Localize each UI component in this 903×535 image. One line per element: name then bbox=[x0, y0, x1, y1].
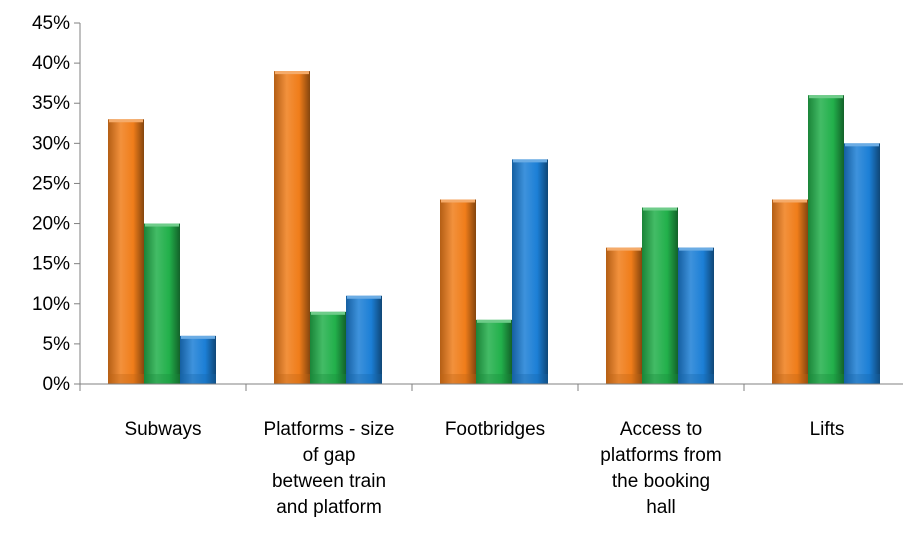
bar bbox=[512, 159, 548, 384]
bar-base-shadow bbox=[346, 374, 382, 384]
bar bbox=[844, 143, 880, 384]
bar-base-shadow bbox=[440, 374, 476, 384]
bar-top-highlight bbox=[441, 199, 475, 203]
bar-body bbox=[180, 335, 216, 384]
bar bbox=[678, 247, 714, 384]
y-tick-label: 25% bbox=[32, 173, 70, 194]
bar-top-highlight bbox=[477, 319, 511, 323]
bar-base-shadow bbox=[808, 374, 844, 384]
bar-base-shadow bbox=[180, 374, 216, 384]
bar-top-highlight bbox=[773, 199, 807, 203]
bar bbox=[310, 311, 346, 384]
bar-top-highlight bbox=[643, 207, 677, 211]
bar-body bbox=[642, 207, 678, 384]
y-axis: 0% 5% 10% 15% 20% 25% 30% 35% 40% 45% bbox=[32, 13, 81, 395]
bar-base-shadow bbox=[678, 374, 714, 384]
bar-top-highlight bbox=[809, 95, 843, 99]
bar-body bbox=[678, 247, 714, 384]
bar bbox=[808, 95, 844, 384]
x-category-label: Access to platforms from the booking hall bbox=[600, 419, 721, 518]
y-tick-label: 20% bbox=[32, 214, 70, 235]
bar-top-highlight bbox=[109, 119, 143, 123]
bar-top-highlight bbox=[679, 247, 713, 251]
bar-base-shadow bbox=[108, 374, 144, 384]
bar-body bbox=[606, 247, 642, 384]
bar-top-highlight bbox=[607, 247, 641, 251]
y-tick-label: 30% bbox=[32, 133, 70, 154]
bar-top-highlight bbox=[513, 159, 547, 163]
bar-base-shadow bbox=[476, 374, 512, 384]
bar-base-shadow bbox=[844, 374, 880, 384]
bar-body bbox=[108, 119, 144, 385]
bar-body bbox=[144, 223, 180, 384]
bar-body bbox=[310, 311, 346, 384]
y-tick-label: 15% bbox=[32, 254, 70, 275]
bar-top-highlight bbox=[347, 295, 381, 299]
y-tick-label: 10% bbox=[32, 294, 70, 315]
bar-base-shadow bbox=[274, 374, 310, 384]
bar-body bbox=[476, 319, 512, 384]
bar bbox=[274, 71, 310, 384]
x-axis: Subways Platforms - size of gap between tra… bbox=[79, 383, 903, 518]
bar-base-shadow bbox=[512, 374, 548, 384]
bar bbox=[476, 319, 512, 384]
y-tick-label: 40% bbox=[32, 53, 70, 74]
bar bbox=[642, 207, 678, 384]
bar-body bbox=[512, 159, 548, 384]
bar bbox=[606, 247, 642, 384]
bar-top-highlight bbox=[145, 223, 179, 227]
bar bbox=[180, 335, 216, 384]
bar-body bbox=[808, 95, 844, 384]
bar-base-shadow bbox=[642, 374, 678, 384]
y-tick-label: 0% bbox=[43, 374, 71, 395]
y-tick-label: 5% bbox=[43, 334, 71, 355]
bar-top-highlight bbox=[845, 143, 879, 147]
bar bbox=[772, 199, 808, 384]
bar bbox=[346, 295, 382, 384]
bar-top-highlight bbox=[275, 71, 309, 75]
bar-body bbox=[440, 199, 476, 384]
bar-body bbox=[346, 295, 382, 384]
bar-base-shadow bbox=[772, 374, 808, 384]
y-tick-label: 45% bbox=[32, 13, 70, 34]
bar-base-shadow bbox=[310, 374, 346, 384]
bar-top-highlight bbox=[311, 311, 345, 315]
bar-top-highlight bbox=[181, 335, 215, 339]
bars bbox=[108, 71, 880, 385]
bar-body bbox=[772, 199, 808, 384]
bar bbox=[108, 119, 144, 385]
bar-base-shadow bbox=[606, 374, 642, 384]
x-category-label: Footbridges bbox=[445, 419, 545, 440]
bar-body bbox=[844, 143, 880, 384]
y-tick-label: 35% bbox=[32, 93, 70, 114]
bar bbox=[144, 223, 180, 384]
bar bbox=[440, 199, 476, 384]
bar-body bbox=[274, 71, 310, 384]
x-category-label: Subways bbox=[124, 419, 201, 440]
bar-base-shadow bbox=[144, 374, 180, 384]
x-category-label: Platforms - size of gap between train and p… bbox=[264, 419, 395, 518]
x-category-label: Lifts bbox=[810, 419, 845, 440]
